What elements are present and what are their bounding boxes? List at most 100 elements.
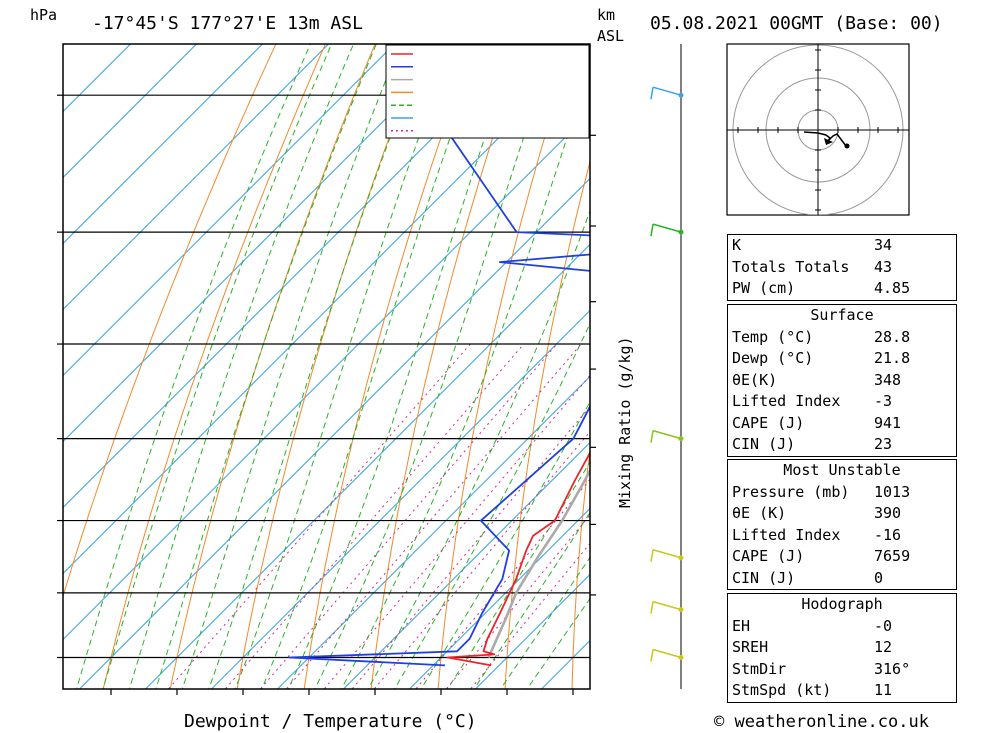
dewpoint-line: [288, 44, 590, 667]
wind-barbs: [650, 44, 684, 689]
isotherm-line: [63, 44, 396, 377]
mixing-ratio-line: [285, 343, 582, 689]
hodograph-row: StmDir 316°: [728, 659, 956, 681]
isotherm-line: [408, 507, 590, 689]
isotherm-line: [63, 45, 590, 575]
index-value: 7659: [874, 547, 911, 565]
most-unstable-row: CAPE (J) 7659: [728, 546, 956, 568]
surface-title: Surface: [810, 306, 874, 324]
dry-adiabat-line: [504, 159, 590, 689]
index-label: Temp (°C): [732, 327, 814, 346]
wet-adiabat-line: [446, 461, 590, 689]
legend: [385, 44, 590, 139]
asl-label: ASL: [597, 27, 624, 45]
background-lines: [63, 44, 590, 689]
index-value: 316°: [874, 659, 911, 678]
axes-labels: [110, 689, 574, 695]
index-label: SREH: [732, 638, 769, 656]
hodograph-title: Hodograph: [801, 595, 883, 613]
hodograph-row: StmSpd (kt) 11: [728, 680, 956, 702]
mixing-ratio-line: [224, 343, 525, 689]
hodograph-end-dot: [844, 143, 850, 149]
km-label: km: [597, 6, 615, 24]
index-row: K 34: [728, 235, 956, 257]
index-label: PW (cm): [732, 279, 796, 297]
dry-adiabat-line: [102, 44, 326, 689]
mixing-ratio-line: [323, 374, 590, 689]
surface-row: CIN (J) 23: [728, 434, 956, 456]
index-value: 21.8: [874, 349, 911, 367]
wind-barb-feather: [650, 649, 654, 662]
copyright-footer: © weatheronline.co.uk: [714, 712, 929, 732]
wind-barb-shaft: [652, 600, 682, 611]
surface-row: θE(K) 348: [728, 370, 956, 392]
mixing-ratio-axis-title: Mixing Ratio (g/kg): [616, 336, 634, 508]
surface-row: Dewp (°C) 21.8: [728, 348, 956, 370]
isotherm-line: [63, 44, 264, 245]
plot-frame: [62, 43, 591, 690]
index-label: EH: [732, 616, 751, 635]
isotherm-line: [63, 44, 462, 443]
index-value: 348: [874, 370, 902, 389]
index-value: 12: [874, 638, 893, 656]
index-label: Pressure (mb): [732, 482, 850, 501]
wind-barb-shaft: [652, 648, 682, 659]
surface-row: Lifted Index -3: [728, 391, 956, 413]
index-label: CIN (J): [732, 568, 796, 587]
index-value: 941: [874, 413, 902, 432]
wet-adiabat-line: [128, 44, 355, 689]
index-value: 1013: [874, 482, 911, 501]
dry-adiabat-line: [571, 445, 590, 689]
index-value: -16: [874, 525, 902, 544]
index-label: θE(K): [732, 370, 778, 389]
isotherm-line: [276, 375, 590, 689]
x-axis-title: Dewpoint / Temperature (°C): [184, 711, 477, 732]
index-value: 11: [874, 681, 893, 699]
wind-barb-shaft: [652, 86, 682, 96]
hodograph-trace: [803, 131, 847, 147]
index-value: 390: [874, 504, 902, 522]
hodograph-row: EH -0: [728, 616, 956, 638]
isotherm-line: [63, 44, 528, 509]
index-value: 0: [874, 568, 884, 587]
most-unstable-title: Most Unstable: [783, 461, 901, 479]
index-row: Totals Totals 43: [728, 257, 956, 279]
indices-top-table: K 34 Totals Totals 43 PW (cm) 4.85: [727, 234, 957, 301]
isobar-lines: [57, 94, 590, 659]
dry-adiabat-line: [169, 44, 376, 689]
index-label: Lifted Index: [732, 525, 841, 544]
index-label: CIN (J): [732, 435, 796, 453]
index-label: StmSpd (kt): [732, 681, 832, 699]
index-value: 34: [874, 236, 893, 254]
index-label: Dewp (°C): [732, 349, 814, 367]
index-value: 28.8: [874, 327, 911, 346]
wind-barb-feather: [650, 549, 654, 562]
parcel-trajectory-line: [487, 467, 590, 659]
wind-barb-shaft: [652, 429, 682, 440]
most-unstable-table: Most Unstable Pressure (mb) 1013 θE (K) 39…: [727, 459, 957, 590]
index-label: Totals Totals: [732, 257, 850, 276]
wet-adiabat-line: [340, 66, 590, 689]
index-value: -3: [874, 392, 893, 410]
wet-adiabat-line: [287, 44, 518, 689]
most-unstable-row: θE (K) 390: [728, 503, 956, 525]
wind-barb-feather: [650, 430, 654, 443]
wet-adiabat-line: [75, 44, 312, 689]
isotherm-line: [63, 44, 330, 311]
surface-row: Temp (°C) 28.8: [728, 327, 956, 349]
index-label: StmDir: [732, 659, 787, 678]
index-row: PW (cm) 4.85: [728, 278, 956, 300]
wind-barb-shaft: [652, 223, 682, 233]
km-axis: [590, 134, 596, 596]
isotherm-line: [210, 309, 590, 689]
mixing-ratio-line: [415, 478, 590, 689]
index-value: 23: [874, 435, 893, 453]
wet-adiabat-line: [499, 556, 590, 689]
isotherm-line: [78, 177, 590, 689]
index-label: CAPE (J): [732, 413, 805, 432]
wet-adiabat-line: [155, 44, 377, 689]
index-value: -0: [874, 616, 893, 635]
isotherm-line: [342, 441, 590, 689]
wind-barb-feather: [650, 224, 654, 237]
